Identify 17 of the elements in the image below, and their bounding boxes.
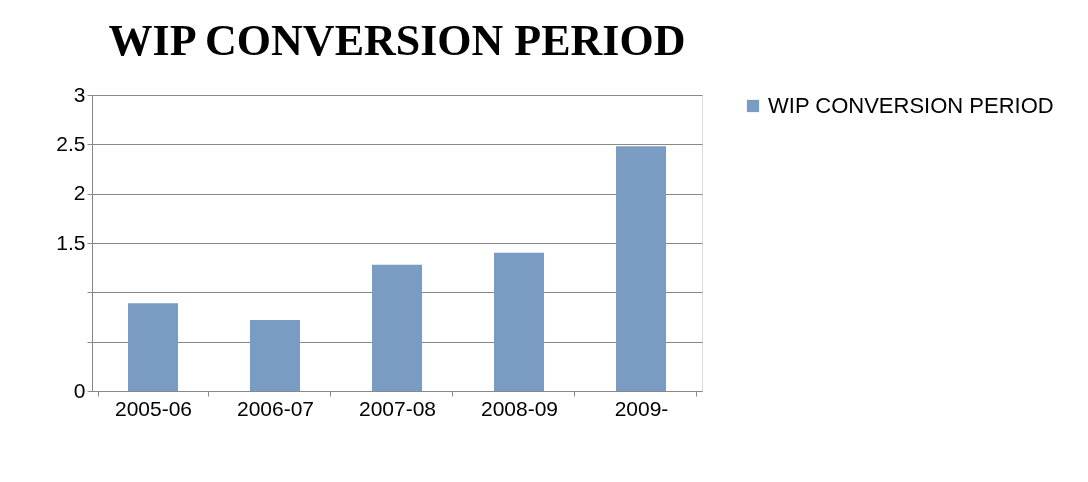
legend-label: WIP CONVERSION PERIOD [768,93,1054,118]
y-tick-label: 3 [73,82,86,106]
y-tick-label: 2.5 [56,131,86,155]
bar [250,319,300,391]
bar [128,303,178,391]
x-tick-label: 2009- [614,396,669,420]
x-tick-label: 2007-08 [358,396,437,420]
x-tick-label: 2005-06 [114,396,193,420]
bar [616,146,666,391]
bar [372,264,422,391]
y-tick-label: 0 [73,378,86,402]
y-tick-label: 1.5 [56,230,86,254]
chart-title: WIP CONVERSION PERIOD [108,16,686,65]
y-tick-label: 2 [73,181,86,205]
x-tick-label: 2008-09 [480,396,559,420]
bar [494,252,544,391]
x-tick-label: 2006-07 [236,396,315,420]
